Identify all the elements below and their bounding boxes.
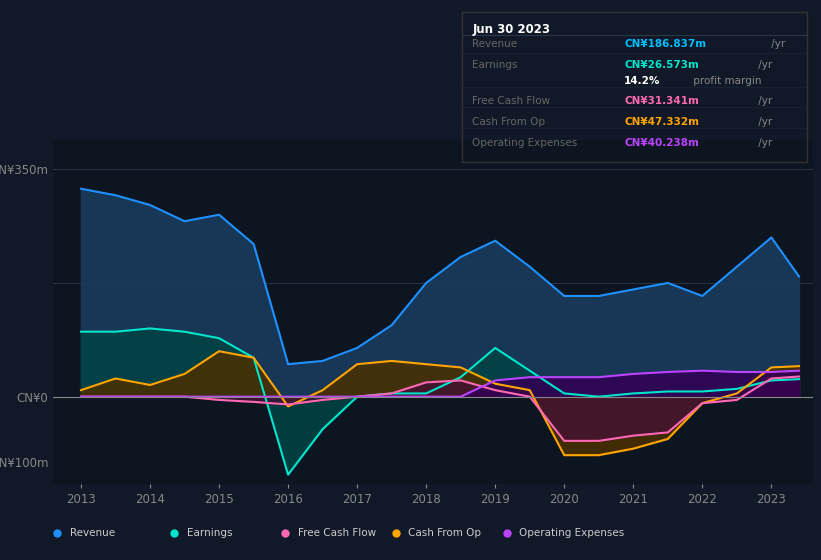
Text: Revenue: Revenue bbox=[70, 529, 115, 538]
Text: /yr: /yr bbox=[755, 96, 773, 106]
Text: CN¥47.332m: CN¥47.332m bbox=[624, 117, 699, 127]
Text: Operating Expenses: Operating Expenses bbox=[520, 529, 625, 538]
Text: Operating Expenses: Operating Expenses bbox=[472, 138, 578, 148]
Text: CN¥186.837m: CN¥186.837m bbox=[624, 39, 706, 49]
Text: Free Cash Flow: Free Cash Flow bbox=[472, 96, 550, 106]
Text: Earnings: Earnings bbox=[472, 60, 518, 70]
Text: Free Cash Flow: Free Cash Flow bbox=[298, 529, 376, 538]
Text: 14.2%: 14.2% bbox=[624, 77, 661, 86]
Text: Jun 30 2023: Jun 30 2023 bbox=[472, 22, 550, 35]
Text: /yr: /yr bbox=[755, 60, 773, 70]
Text: Revenue: Revenue bbox=[472, 39, 517, 49]
Text: /yr: /yr bbox=[755, 138, 773, 148]
Text: Cash From Op: Cash From Op bbox=[409, 529, 481, 538]
Text: CN¥26.573m: CN¥26.573m bbox=[624, 60, 699, 70]
Text: CN¥31.341m: CN¥31.341m bbox=[624, 96, 699, 106]
Text: /yr: /yr bbox=[755, 117, 773, 127]
Text: profit margin: profit margin bbox=[690, 77, 761, 86]
Text: CN¥40.238m: CN¥40.238m bbox=[624, 138, 699, 148]
Text: Cash From Op: Cash From Op bbox=[472, 117, 545, 127]
Text: /yr: /yr bbox=[768, 39, 786, 49]
Text: Earnings: Earnings bbox=[187, 529, 232, 538]
